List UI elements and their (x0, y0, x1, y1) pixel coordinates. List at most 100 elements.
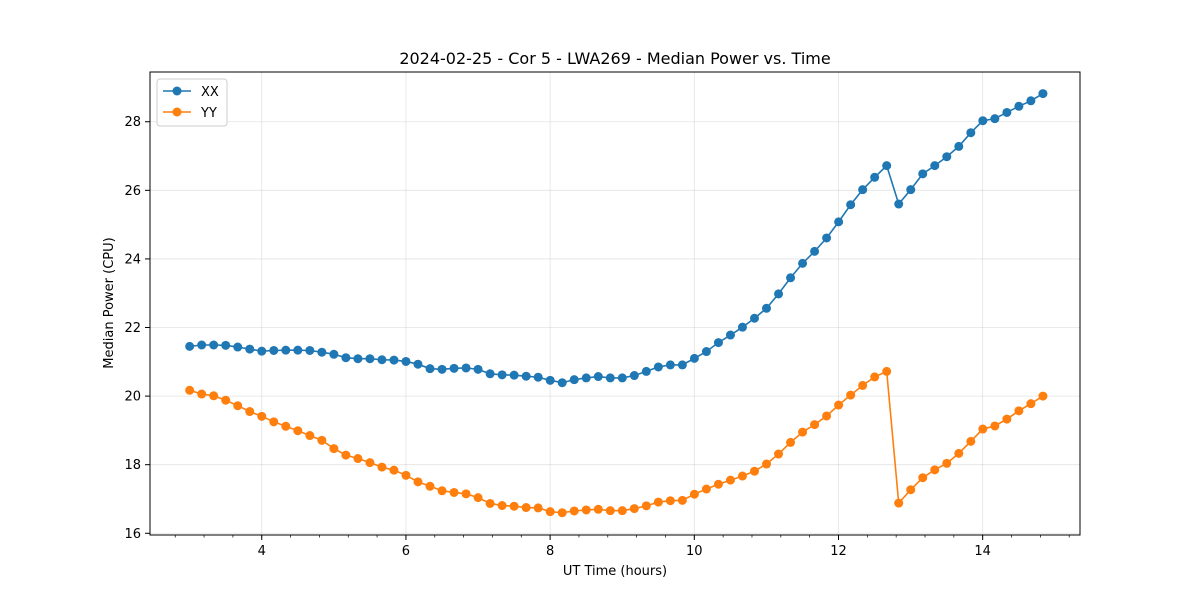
data-point-xx (918, 169, 928, 179)
data-point-yy (737, 471, 747, 481)
data-point-yy (1014, 406, 1024, 416)
data-point-yy (1026, 399, 1036, 409)
data-point-xx (401, 356, 411, 366)
data-point-xx (533, 372, 543, 382)
data-point-yy (846, 390, 856, 400)
data-point-xx (317, 347, 327, 357)
data-point-yy (401, 470, 411, 480)
data-point-yy (725, 475, 735, 485)
plot-frame (149, 71, 1081, 536)
data-point-xx (1038, 89, 1048, 99)
data-point-xx (449, 363, 459, 373)
data-point-yy (665, 496, 675, 506)
data-point-yy (569, 506, 579, 516)
y-tick-label: 18 (124, 458, 141, 473)
data-point-xx (485, 369, 495, 379)
data-point-yy (317, 435, 327, 445)
data-point-yy (774, 449, 784, 459)
data-point-yy (653, 497, 663, 507)
data-point-xx (545, 375, 555, 385)
data-point-yy (257, 411, 267, 421)
data-point-yy (629, 504, 639, 514)
data-point-yy (858, 380, 868, 390)
data-point-yy (713, 479, 723, 489)
x-tick-label: 14 (974, 544, 991, 559)
data-point-yy (509, 501, 519, 511)
x-axis-title: UT Time (hours) (563, 564, 667, 579)
data-point-xx (413, 359, 423, 369)
data-point-yy (197, 389, 207, 399)
data-point-xx (185, 341, 195, 351)
data-point-yy (701, 484, 711, 494)
data-point-yy (365, 458, 375, 468)
chart-title: 2024-02-25 - Cor 5 - LWA269 - Median Pow… (399, 49, 830, 68)
data-point-xx (209, 340, 219, 350)
series-layer (185, 89, 1048, 518)
data-point-xx (990, 114, 1000, 124)
data-point-yy (341, 450, 351, 460)
data-point-yy (689, 489, 699, 499)
data-point-yy (677, 495, 687, 505)
data-point-xx (257, 346, 267, 356)
data-point-yy (389, 465, 399, 475)
data-point-yy (966, 436, 976, 446)
data-point-xx (617, 373, 627, 383)
data-point-yy (461, 489, 471, 499)
data-point-xx (521, 371, 531, 381)
data-point-xx (245, 344, 255, 354)
data-point-yy (593, 504, 603, 514)
data-point-xx (665, 360, 675, 370)
data-point-yy (221, 395, 231, 405)
series-xx (185, 89, 1048, 388)
data-point-yy (293, 426, 303, 436)
y-tick-label: 28 (124, 115, 141, 130)
data-point-xx (569, 375, 579, 385)
data-point-yy (557, 508, 567, 518)
data-point-yy (269, 417, 279, 427)
data-point-yy (425, 481, 435, 491)
data-point-xx (954, 141, 964, 151)
data-point-yy (437, 486, 447, 496)
data-point-yy (233, 401, 243, 411)
data-point-xx (713, 338, 723, 348)
data-point-xx (437, 364, 447, 374)
data-point-yy (834, 400, 844, 410)
y-axis-title: Median Power (CPU) (102, 237, 117, 368)
data-point-xx (966, 128, 976, 138)
data-point-yy (870, 372, 880, 382)
data-point-xx (894, 199, 904, 209)
data-point-yy (485, 498, 495, 508)
data-point-yy (209, 391, 219, 401)
data-point-xx (822, 233, 832, 243)
data-point-yy (749, 466, 759, 476)
data-point-yy (449, 487, 459, 497)
data-point-yy (545, 507, 555, 517)
y-tick-label: 20 (124, 390, 141, 405)
data-point-yy (473, 493, 483, 503)
data-point-xx (846, 200, 856, 210)
data-point-yy (822, 411, 832, 421)
data-point-xx (942, 152, 952, 162)
data-point-xx (930, 161, 940, 171)
data-point-yy (894, 498, 904, 508)
data-point-yy (786, 437, 796, 447)
data-point-xx (810, 246, 820, 256)
data-point-yy (521, 503, 531, 513)
data-point-xx (774, 289, 784, 299)
y-tick-label: 16 (124, 527, 141, 542)
axis-ticks: 4 6 8 10 12 14 16 18 20 22 24 26 28 (124, 115, 1070, 559)
data-point-xx (305, 345, 315, 355)
data-point-xx (677, 360, 687, 370)
data-point-xx (834, 217, 844, 227)
data-point-yy (906, 485, 916, 495)
data-point-yy (918, 473, 928, 483)
legend-marker-yy (172, 107, 182, 117)
x-tick-label: 4 (258, 544, 266, 559)
data-point-xx (798, 258, 808, 268)
data-point-xx (605, 373, 615, 383)
data-point-xx (269, 345, 279, 355)
x-tick-label: 10 (686, 544, 703, 559)
data-point-xx (425, 364, 435, 374)
data-point-yy (281, 421, 291, 431)
